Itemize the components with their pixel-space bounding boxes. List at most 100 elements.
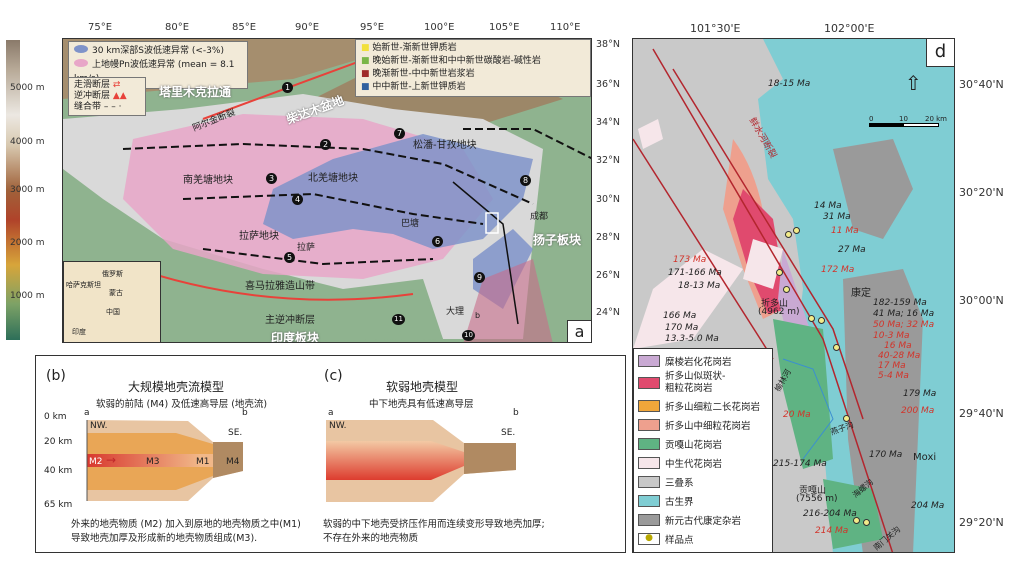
panel-c-caption: 不存在外来的地壳物质	[323, 533, 419, 544]
label-zheduoshan: 折多山	[761, 299, 789, 309]
panel-b-title: 大规模地壳流模型	[128, 380, 225, 394]
direction-se: SE.	[228, 428, 243, 438]
age-label: 171-166 Ma	[668, 268, 722, 278]
panel-b-label: (b)	[46, 368, 66, 384]
panel-d-legend: 糜棱岩化花岗岩 折多山似斑状- 粗粒花岗岩 折多山细粒二长花岗岩 折多山中细粒花…	[633, 348, 773, 552]
label-chengdu: 成都	[530, 212, 549, 222]
depth-label: 40 km	[44, 466, 73, 476]
elev-tick: 4000 m	[10, 137, 45, 147]
age-label: 18-13 Ma	[678, 281, 721, 291]
legend-label: 走滑断层	[74, 80, 111, 90]
age-label: 40-28 Ma	[878, 351, 921, 361]
profile-end-a: a	[328, 408, 334, 418]
panel-a-map: 30 km深部S波低速异常 (<-3%) 上地幔Pn波低速异常 (mean = …	[62, 38, 592, 343]
suture-number: 1	[282, 82, 293, 93]
age-label: 172 Ma	[821, 265, 855, 275]
legend-label: 中生代花岗岩	[665, 458, 723, 470]
unit-m2: M2	[89, 457, 103, 467]
unit-m4: M4	[226, 457, 240, 467]
age-label: 11 Ma	[831, 226, 859, 236]
inset-label: 中国	[106, 308, 120, 316]
suture-number: 2	[320, 139, 331, 150]
age-label: 179 Ma	[903, 389, 937, 399]
unit-m1: M1	[196, 457, 210, 467]
panel-d-map: d ⇧ 0 10 20 km 鲜水河断裂 康定 折多山 (4962 m) 贡嘎山…	[632, 38, 955, 553]
legend-item: 折多山中细粒花岗岩	[638, 415, 768, 434]
legend-swatch	[638, 494, 660, 507]
lon-label: 110°E	[550, 22, 581, 33]
sample-point	[863, 519, 870, 526]
legend-label: 逆冲断层	[74, 91, 111, 101]
panel-b-caption: 导致地壳加厚及形成新的地壳物质组成(M3).	[71, 533, 258, 544]
lat-label: 24°N	[596, 307, 620, 318]
thrust-symbol: ▲▲	[112, 91, 127, 101]
elev-tick: 1000 m	[10, 291, 45, 301]
label-north-qiangtang: 北羌塘地块	[308, 173, 358, 184]
depth-label: 20 km	[44, 437, 73, 447]
unit-m3: M3	[146, 457, 160, 467]
lat-label: 30°20'N	[959, 186, 1004, 199]
sample-point	[843, 415, 850, 422]
age-label: 170 Ma	[869, 450, 903, 460]
sample-point	[818, 317, 825, 324]
lon-label: 101°30'E	[690, 22, 741, 35]
elev-tick: 3000 m	[10, 185, 45, 195]
legend-item: 贡嘎山花岗岩	[638, 434, 768, 453]
label-tarim: 塔里木克拉通	[159, 85, 232, 99]
label-lhasa: 拉萨	[297, 243, 316, 253]
legend-label: 新元古代康定杂岩	[665, 515, 742, 527]
north-arrow-icon: ⇧	[905, 71, 922, 95]
elevation-colorbar	[6, 40, 20, 340]
label-moxi: Moxi	[913, 452, 937, 463]
lat-label: 36°N	[596, 79, 620, 90]
age-label: 14 Ma	[814, 201, 842, 211]
label-main-thrust: 主逆冲断层	[265, 315, 315, 326]
crustal-models-panel: (b) 大规模地壳流模型 软弱的前陆 (M4) 及低速高导层 (地壳流) 0 k…	[35, 355, 626, 553]
pn-wave-swatch	[74, 59, 88, 67]
age-label: 10-3 Ma	[873, 331, 910, 341]
panel-c-title: 软弱地壳模型	[386, 380, 459, 394]
panel-b-subtitle: 软弱的前陆 (M4) 及低速高导层 (地壳流)	[96, 399, 268, 410]
legend-label: 晚始新世-渐新世和中中新世碳酸岩-碱性岩	[372, 56, 541, 66]
elev-tick: 2000 m	[10, 238, 45, 248]
suture-number: 3	[266, 173, 277, 184]
depth-label: 0 km	[44, 412, 67, 422]
carbonatite-swatch: ■	[361, 56, 370, 66]
legend-swatch	[638, 418, 660, 431]
sample-point	[808, 315, 815, 322]
legend-label: 始新世-渐新世钾质岩	[372, 43, 457, 53]
legend-label: 贡嘎山花岗岩	[665, 439, 723, 451]
legend-label: 折多山中细粒花岗岩	[665, 420, 751, 432]
suture-number: 7	[394, 128, 405, 139]
legend-swatch	[638, 513, 660, 526]
lat-label: 29°40'N	[959, 407, 1004, 420]
lat-label: 32°N	[596, 155, 620, 166]
legend-swatch	[638, 399, 660, 412]
lat-label: 38°N	[596, 39, 620, 50]
age-label: 20 Ma	[783, 410, 811, 420]
lat-label: 30°N	[596, 194, 620, 205]
profile-line	[452, 181, 519, 325]
legend-swatch	[638, 354, 660, 367]
label-gongga: 贡嘎山	[799, 486, 827, 496]
legend-label: 晚渐新世-中中新世岩浆岩	[372, 69, 475, 79]
lat-label: 29°20'N	[959, 516, 1004, 529]
flow-arrow-icon: →	[106, 453, 117, 467]
panel-c-caption: 软弱的中下地壳受挤压作用而连续变形导致地壳加厚;	[323, 519, 545, 530]
age-label: 50 Ma; 32 Ma	[873, 320, 935, 330]
age-label: 13.3-5.0 Ma	[665, 334, 719, 344]
depth-label: 65 km	[44, 500, 73, 510]
weak-crust-section	[326, 420, 516, 502]
legend-item: 折多山细粒二长花岗岩	[638, 396, 768, 415]
potassic-eocene-swatch: ■	[361, 43, 370, 53]
legend-swatch	[638, 475, 660, 488]
label-south-qiangtang: 南羌塘地块	[183, 175, 233, 186]
direction-se: SE.	[501, 428, 516, 438]
legend-swatch	[638, 377, 660, 389]
sample-point	[793, 227, 800, 234]
label-kangding: 康定	[851, 288, 871, 299]
legend-swatch	[638, 437, 660, 450]
direction-nw: NW.	[329, 421, 347, 431]
age-label: 173 Ma	[673, 255, 707, 265]
panel-b-caption: 外来的地壳物质 (M2) 加入到原地的地壳物质之中(M1)	[71, 519, 301, 530]
